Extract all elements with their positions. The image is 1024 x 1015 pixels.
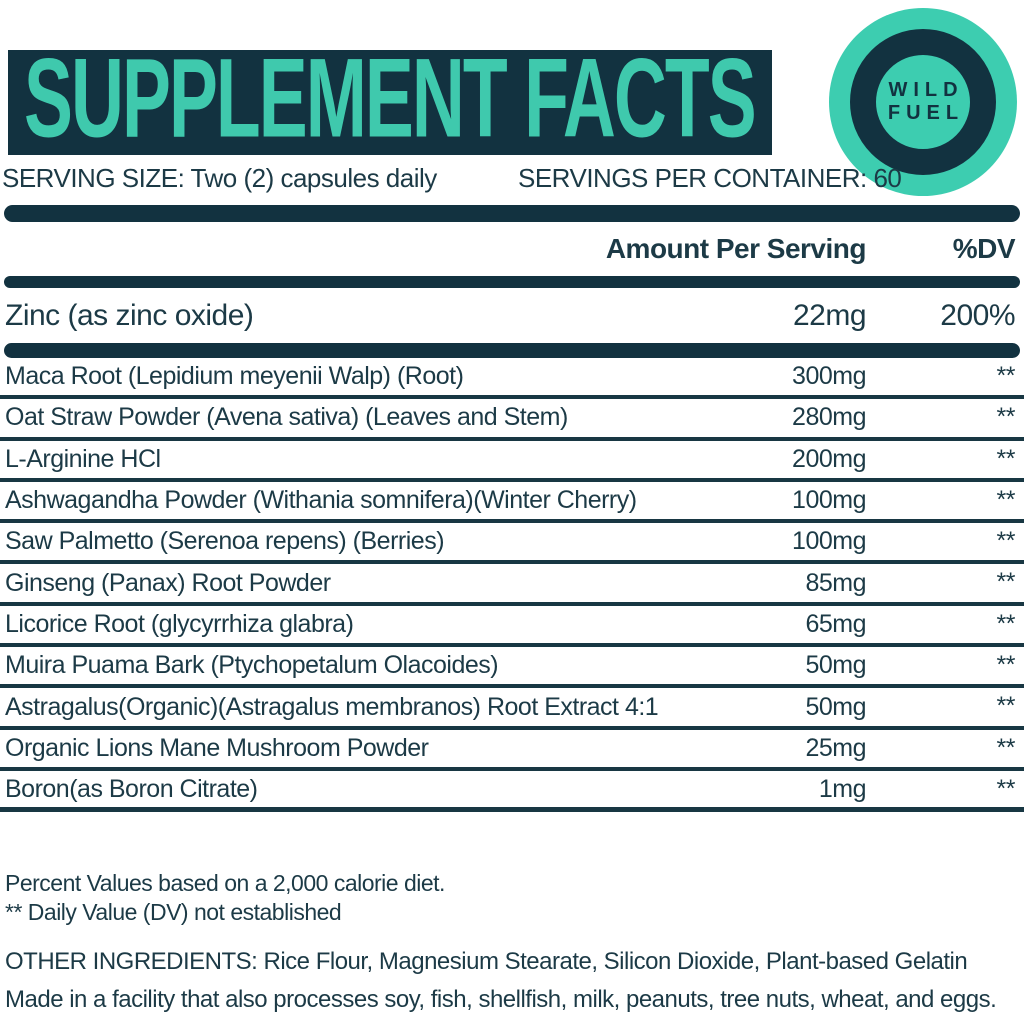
ingredient-rows: Maca Root (Lepidium meyenii Walp) (Root)… (0, 358, 1024, 813)
divider-bar-zinc (4, 343, 1020, 358)
page-title: SUPPLEMENT FACTS (24, 50, 757, 155)
serving-size-text: SERVING SIZE: Two (2) capsules daily (2, 163, 437, 193)
logo-wordmark: WILD FUEL (829, 8, 1017, 196)
ingredient-amount: 65mg (805, 609, 866, 638)
amount-per-serving-header: Amount Per Serving (605, 233, 867, 264)
table-row: Maca Root (Lepidium meyenii Walp) (Root)… (0, 358, 1024, 400)
ingredient-dv: 200% (940, 298, 1015, 332)
footnotes: Percent Values based on a 2,000 calorie … (5, 869, 1019, 1015)
table-row: Saw Palmetto (Serenoa repens) (Berries) … (0, 523, 1024, 565)
other-ingredients-note: OTHER INGREDIENTS: Rice Flour, Magnesium… (5, 948, 968, 975)
percent-values-note: Percent Values based on a 2,000 calorie … (5, 870, 445, 896)
logo-word-wild: WILD (888, 79, 964, 101)
table-row: Organic Lions Mane Mushroom Powder 25mg … (0, 730, 1024, 771)
table-row: Astragalus(Organic)(Astragalus membranos… (0, 688, 1024, 730)
ingredient-name: Boron(as Boron Citrate) (5, 774, 258, 803)
table-row: Ashwagandha Powder (Withania somnifera)(… (0, 482, 1024, 524)
table-row: Muira Puama Bark (Ptychopetalum Olacoide… (0, 647, 1024, 689)
dv-header: %DV (952, 233, 1016, 264)
ingredient-amount: 1mg (818, 774, 867, 803)
ingredient-amount: 200mg (792, 444, 866, 473)
table-row: Oat Straw Powder (Avena sativa) (Leaves … (0, 399, 1024, 441)
ingredient-dv: ** (996, 651, 1016, 680)
ingredient-amount: 25mg (805, 733, 866, 762)
ingredient-dv: ** (996, 362, 1016, 390)
serving-info: SERVING SIZE: Two (2) capsules daily SER… (2, 163, 1022, 195)
table-row: Ginseng (Panax) Root Powder 85mg ** (0, 564, 1024, 606)
ingredient-amount: 100mg (792, 486, 866, 515)
ingredient-amount: 22mg (792, 298, 867, 332)
ingredient-amount: 85mg (805, 568, 866, 597)
ingredients-table: Zinc (as zinc oxide) 22mg 200% Maca Root… (0, 288, 1024, 813)
table-row: Boron(as Boron Citrate) 1mg ** (0, 771, 1024, 813)
ingredient-name: Organic Lions Mane Mushroom Powder (5, 733, 429, 762)
title-banner: SUPPLEMENT FACTS (8, 50, 772, 155)
ingredient-name: Maca Root (Lepidium meyenii Walp) (Root) (5, 362, 464, 391)
allergen-note: Made in a facility that also processes s… (5, 986, 997, 1013)
table-row: L-Arginine HCl 200mg ** (0, 441, 1024, 482)
ingredient-dv: ** (996, 692, 1016, 721)
ingredient-name: Astragalus(Organic)(Astragalus membranos… (5, 692, 659, 721)
daily-value-note: ** Daily Value (DV) not established (5, 899, 342, 925)
ingredient-dv: ** (996, 774, 1016, 803)
ingredient-dv: ** (996, 403, 1016, 432)
ingredient-name: Muira Puama Bark (Ptychopetalum Olacoide… (5, 651, 499, 680)
ingredient-name: Ginseng (Panax) Root Powder (5, 568, 331, 597)
ingredient-name: Oat Straw Powder (Avena sativa) (Leaves … (5, 403, 568, 432)
table-row: Licorice Root (glycyrrhiza glabra) 65mg … (0, 606, 1024, 648)
ingredient-dv: ** (996, 444, 1016, 473)
label-header: SUPPLEMENT FACTS WILD FUEL SERVING SIZE:… (0, 0, 1024, 200)
ingredient-name: L-Arginine HCl (5, 444, 161, 473)
ingredient-amount: 300mg (792, 362, 866, 391)
logo-word-fuel: FUEL (887, 102, 965, 124)
ingredient-dv: ** (996, 568, 1016, 597)
ingredient-name: Ashwagandha Powder (Withania somnifera)(… (5, 486, 637, 515)
ingredient-name: Saw Palmetto (Serenoa repens) (Berries) (5, 527, 445, 556)
ingredient-name: Licorice Root (glycyrrhiza glabra) (5, 609, 354, 638)
ingredient-amount: 280mg (792, 403, 866, 432)
servings-per-container-text: SERVINGS PER CONTAINER: 60 (518, 163, 902, 193)
ingredient-amount: 50mg (805, 692, 866, 721)
ingredient-dv: ** (996, 733, 1016, 762)
ingredient-dv: ** (996, 609, 1016, 638)
table-header-row: Amount Per Serving %DV (0, 222, 1024, 276)
ingredient-dv: ** (996, 527, 1016, 556)
ingredient-dv: ** (996, 485, 1016, 514)
ingredient-amount: 100mg (792, 527, 866, 556)
ingredient-name: Zinc (as zinc oxide) (5, 298, 254, 332)
wild-fuel-logo: WILD FUEL (829, 8, 1017, 196)
divider-bar-top (4, 205, 1020, 222)
table-row-zinc: Zinc (as zinc oxide) 22mg 200% (0, 288, 1024, 343)
ingredient-amount: 50mg (805, 651, 866, 680)
divider-bar-header (4, 276, 1020, 288)
